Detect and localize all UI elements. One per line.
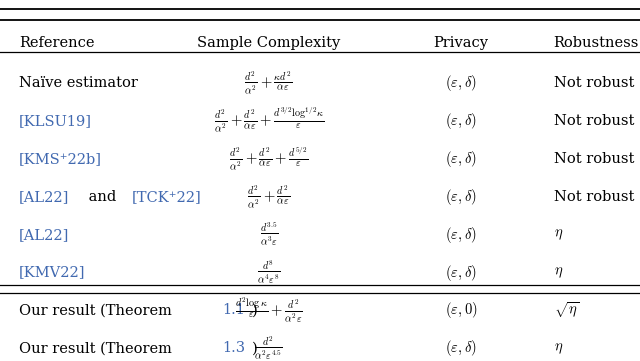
Text: $(\varepsilon,\delta)$: $(\varepsilon,\delta)$ (445, 149, 477, 169)
Text: $\frac{d^8}{\alpha^4\varepsilon^8}$: $\frac{d^8}{\alpha^4\varepsilon^8}$ (257, 259, 280, 286)
Text: $\frac{d^2}{\alpha^2\varepsilon^{4.5}}$: $\frac{d^2}{\alpha^2\varepsilon^{4.5}}$ (254, 335, 284, 361)
Text: $(\varepsilon,\delta)$: $(\varepsilon,\delta)$ (445, 187, 477, 207)
Text: Not robust: Not robust (554, 114, 634, 128)
Text: $(\varepsilon,\delta)$: $(\varepsilon,\delta)$ (445, 73, 477, 93)
Text: $\frac{d^2}{\alpha^2} + \frac{d^2}{\alpha\varepsilon}$: $\frac{d^2}{\alpha^2} + \frac{d^2}{\alph… (247, 183, 291, 210)
Text: ): ) (252, 304, 258, 317)
Text: Reference: Reference (19, 36, 95, 50)
Text: [KLSU19]: [KLSU19] (19, 114, 92, 128)
Text: $(\varepsilon,\delta)$: $(\varepsilon,\delta)$ (445, 111, 477, 131)
Text: Robustness: Robustness (554, 36, 639, 50)
Text: and: and (84, 190, 121, 204)
Text: [KMS⁺22b]: [KMS⁺22b] (19, 152, 102, 166)
Text: [KMV22]: [KMV22] (19, 266, 86, 279)
Text: $\frac{d^2}{\alpha^2} + \frac{d^2}{\alpha\varepsilon} + \frac{d^{5/2}}{\varepsil: $\frac{d^2}{\alpha^2} + \frac{d^2}{\alph… (229, 145, 308, 172)
Text: $(\varepsilon,\delta)$: $(\varepsilon,\delta)$ (445, 225, 477, 245)
Text: 1.3: 1.3 (223, 342, 246, 355)
Text: [AL22]: [AL22] (19, 190, 70, 204)
Text: $\eta$: $\eta$ (554, 227, 563, 242)
Text: Our result (Theorem: Our result (Theorem (19, 304, 177, 317)
Text: Not robust: Not robust (554, 152, 634, 166)
Text: $(\varepsilon,\delta)$: $(\varepsilon,\delta)$ (445, 338, 477, 358)
Text: Not robust: Not robust (554, 76, 634, 90)
Text: Privacy: Privacy (433, 36, 488, 50)
Text: Sample Complexity: Sample Complexity (197, 36, 340, 50)
Text: $(\varepsilon,\delta)$: $(\varepsilon,\delta)$ (445, 262, 477, 283)
Text: Not robust: Not robust (554, 190, 634, 204)
Text: Naïve estimator: Naïve estimator (19, 76, 138, 90)
Text: $\frac{d^2}{\alpha^2} + \frac{\kappa d^2}{\alpha\varepsilon}$: $\frac{d^2}{\alpha^2} + \frac{\kappa d^2… (244, 70, 293, 96)
Text: $(\varepsilon,0)$: $(\varepsilon,0)$ (445, 300, 477, 321)
Text: $\eta$: $\eta$ (554, 265, 563, 280)
Text: [AL22]: [AL22] (19, 228, 70, 242)
Text: $\frac{d^2}{\alpha^2} + \frac{d^2}{\alpha\varepsilon} + \frac{d^{3/2}\log^{1/2}\: $\frac{d^2}{\alpha^2} + \frac{d^2}{\alph… (214, 106, 324, 135)
Text: $\frac{d^2\log\kappa}{\varepsilon} + \frac{d^2}{\alpha^2\varepsilon}$: $\frac{d^2\log\kappa}{\varepsilon} + \fr… (235, 296, 303, 325)
Text: 1.1: 1.1 (223, 304, 245, 317)
Text: $\eta$: $\eta$ (554, 341, 563, 356)
Text: Our result (Theorem: Our result (Theorem (19, 342, 177, 355)
Text: $\frac{d^{3.5}}{\alpha^3\varepsilon}$: $\frac{d^{3.5}}{\alpha^3\varepsilon}$ (260, 221, 278, 248)
Text: [TCK⁺22]: [TCK⁺22] (132, 190, 202, 204)
Text: ): ) (252, 342, 258, 355)
Text: $\sqrt{\eta}$: $\sqrt{\eta}$ (554, 300, 579, 321)
